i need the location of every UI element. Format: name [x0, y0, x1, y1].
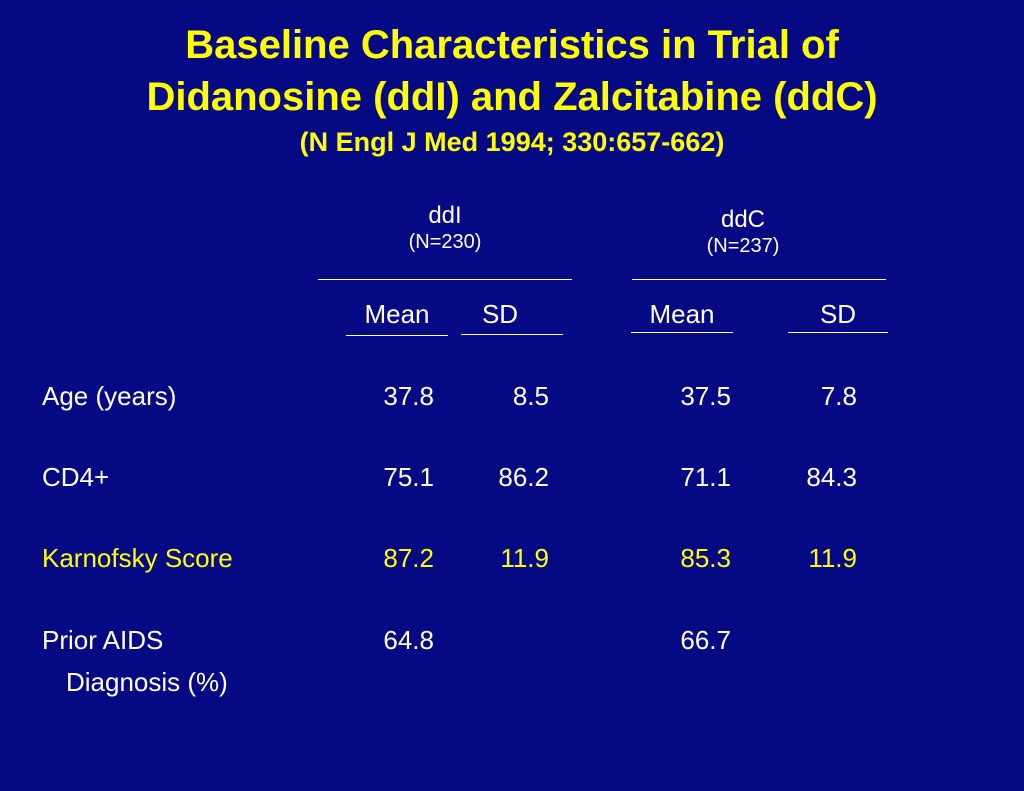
cell-karnofsky-ddi-mean: 87.2: [383, 543, 434, 573]
col-head-ddi-mean: Mean: [364, 299, 430, 329]
group-n-ddi: (N=230): [408, 231, 482, 253]
row-label-prior-aids: Prior AIDS: [42, 625, 164, 655]
cell-cd4-ddc-mean: 71.1: [680, 462, 731, 492]
slide-title-line-1: Baseline Characteristics in Trial of: [185, 23, 839, 67]
col-rule-ddc-mean: [631, 332, 733, 333]
group-header-ddi: ddI (N=230): [318, 202, 572, 254]
cell-cd4-ddi-sd: 86.2: [498, 462, 549, 492]
slide-title-line-2: Didanosine (ddI) and Zalcitabine (ddC): [146, 75, 878, 119]
cell-karnofsky-ddc-sd: 11.9: [808, 543, 857, 573]
group-rule-ddc: [632, 279, 886, 280]
cell-age-ddc-sd: 7.8: [820, 381, 857, 411]
col-head-ddc-mean: Mean: [649, 299, 715, 329]
cell-karnofsky-ddc-mean: 85.3: [680, 543, 731, 573]
citation: (N Engl J Med 1994; 330:657-662): [299, 127, 725, 157]
col-head-ddi-sd: SD: [481, 299, 519, 329]
col-rule-ddc-sd: [788, 332, 888, 333]
cell-prior-aids-ddi-mean: 64.8: [383, 625, 434, 655]
row-label-cd4: CD4+: [42, 462, 110, 492]
cell-cd4-ddi-mean: 75.1: [383, 462, 434, 492]
group-header-ddc: ddC (N=237): [616, 206, 870, 258]
cell-age-ddc-mean: 37.5: [680, 381, 731, 411]
col-rule-ddi-sd: [461, 334, 563, 335]
group-rule-ddi: [318, 279, 572, 280]
cell-age-ddi-mean: 37.8: [383, 381, 434, 411]
cell-prior-aids-ddc-mean: 66.7: [680, 625, 731, 655]
col-rule-ddi-mean: [346, 335, 448, 336]
cell-karnofsky-ddi-sd: 11.9: [500, 543, 549, 573]
row-label-karnofsky: Karnofsky Score: [42, 543, 233, 573]
group-name-ddi: ddI: [428, 202, 462, 229]
col-head-ddc-sd: SD: [819, 299, 857, 329]
cell-cd4-ddc-sd: 84.3: [806, 462, 857, 492]
row-label-age: Age (years): [42, 381, 177, 411]
group-n-ddc: (N=237): [706, 235, 780, 257]
cell-age-ddi-sd: 8.5: [512, 381, 549, 411]
group-name-ddc: ddC: [720, 206, 766, 233]
row-label-prior-aids-cont: Diagnosis (%): [66, 667, 228, 697]
